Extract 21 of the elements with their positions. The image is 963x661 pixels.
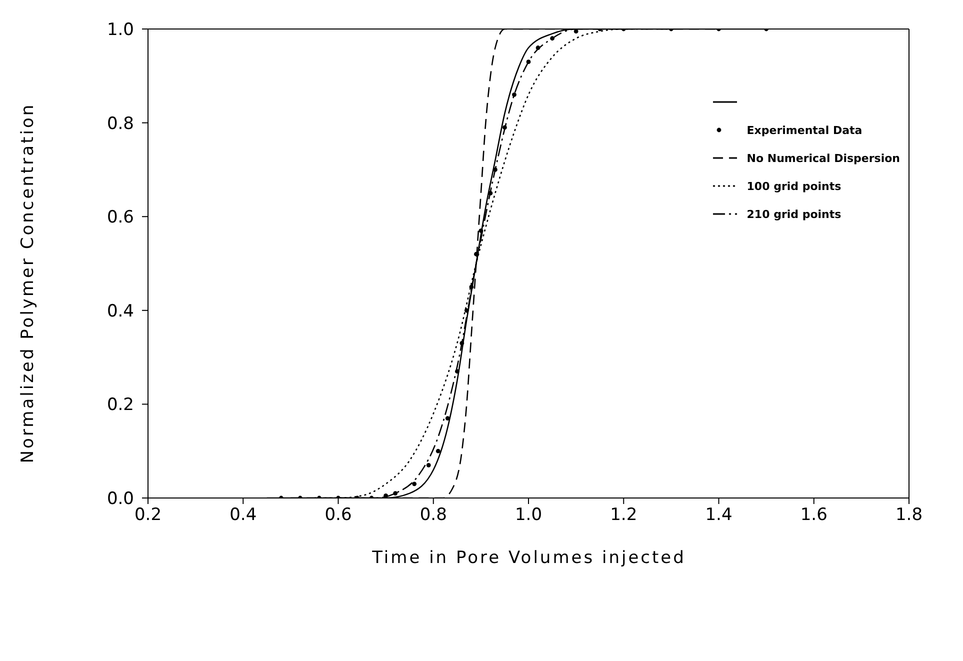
x-tick-label: 0.8 (420, 505, 447, 526)
y-tick-label: 1.0 (106, 20, 134, 40)
x-axis-title: Time in Pore Volumes injected (371, 548, 687, 568)
x-tick-label: 1.0 (514, 505, 542, 526)
legend-label: Experimental Data (746, 124, 862, 136)
x-tick-label: 0.4 (230, 505, 257, 526)
x-tick-label: 1.2 (610, 505, 638, 526)
y-tick-label: 0.2 (106, 395, 134, 416)
legend-label: 210 grid points (746, 208, 842, 220)
y-tick-label: 0.0 (106, 489, 134, 510)
legend-label: No Numerical Dispersion (746, 152, 900, 164)
x-tick-label: 1.8 (895, 505, 923, 526)
legend-label: 100 grid points (746, 180, 842, 192)
x-tick-label: 1.4 (705, 505, 732, 526)
y-axis-title: Normalized Polymer Concentration (18, 102, 38, 464)
x-tick-label: 0.2 (134, 505, 162, 526)
x-tick-label: 1.6 (800, 505, 828, 526)
y-tick-label: 0.8 (106, 114, 134, 134)
y-tick-label: 0.6 (106, 208, 134, 228)
x-tick-label: 0.6 (324, 505, 352, 526)
y-tick-label: 0.4 (106, 301, 134, 322)
